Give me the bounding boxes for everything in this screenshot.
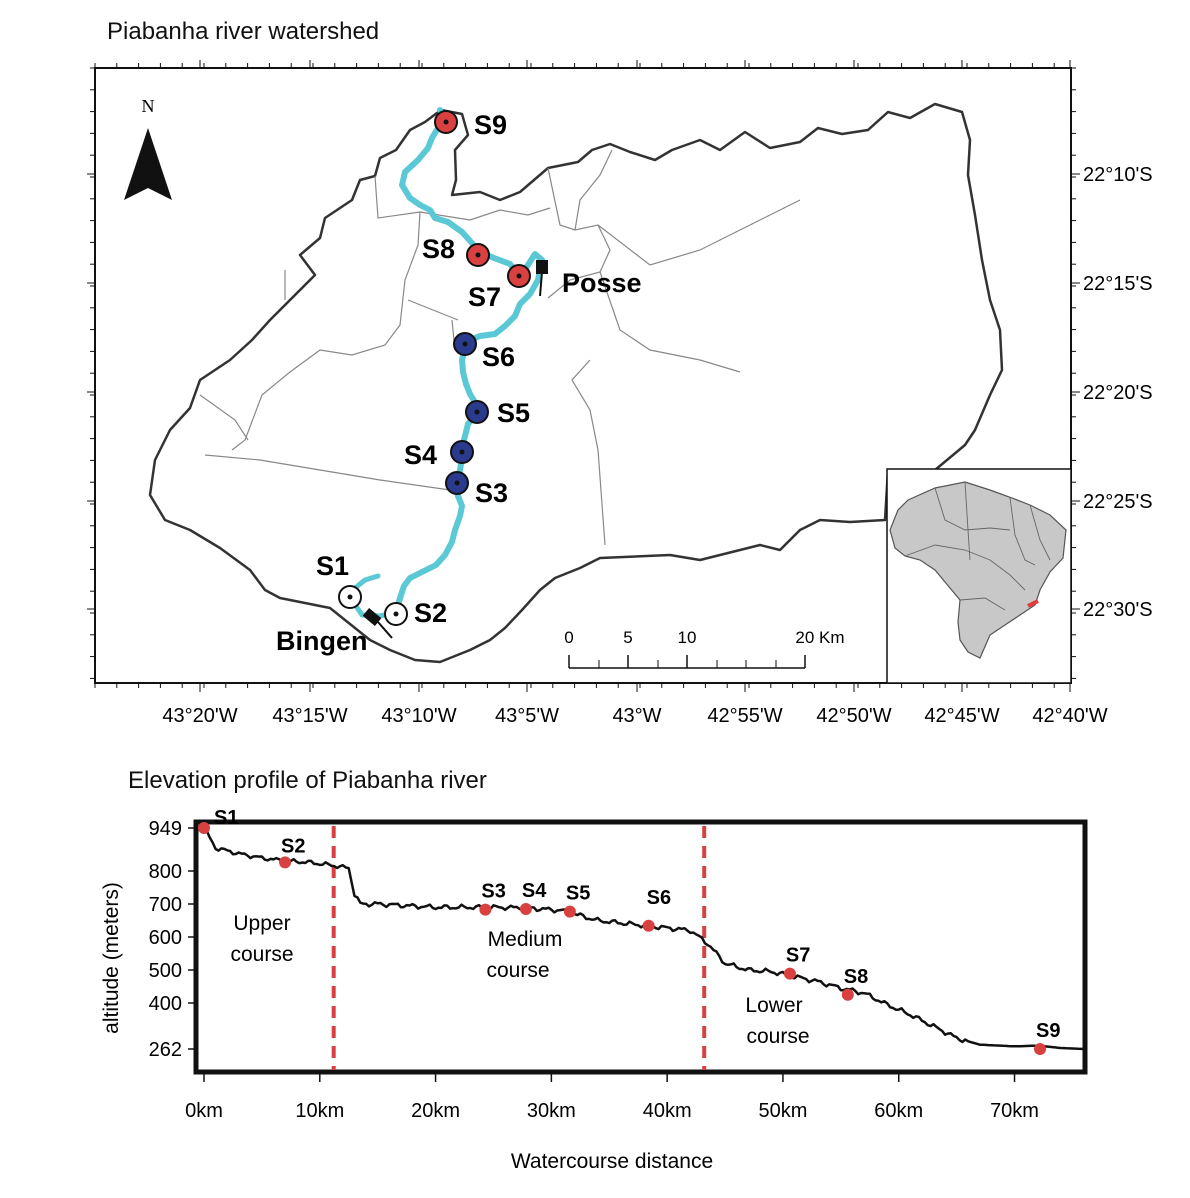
profile-station-s2: [279, 856, 292, 869]
profile-station-label: S5: [566, 883, 590, 905]
station-label-s9: S9: [474, 110, 507, 140]
profile-station-s7: [783, 967, 796, 980]
profile-ylabel: altitude (meters): [100, 882, 123, 1034]
profile-station-s9: [1034, 1043, 1046, 1055]
zone-upper-line2: course: [230, 943, 293, 966]
place-label-posse: Posse: [562, 268, 642, 298]
y-tick-label: 400: [149, 993, 182, 1015]
profile-station-label: S3: [481, 881, 505, 903]
profile-station-s1: [198, 822, 210, 834]
lon-tick-label: 42°40'W: [1032, 705, 1107, 727]
scale-label-10: 10: [678, 628, 697, 647]
station-marker-dot: [393, 611, 399, 617]
profile-station-s4: [519, 902, 532, 915]
y-tick-label: 700: [149, 894, 182, 916]
station-label-s4: S4: [404, 440, 437, 470]
profile-xlabel: Watercourse distance: [511, 1150, 713, 1173]
municipal-boundaries: [199, 149, 801, 546]
lat-tick-label: 22°10'S: [1083, 164, 1153, 186]
north-arrow-icon: [124, 128, 172, 200]
y-tick-label: 262: [149, 1039, 182, 1061]
x-tick-label: 40km: [643, 1100, 692, 1122]
lon-tick-label: 43°W: [612, 705, 661, 727]
station-marker-dot: [516, 273, 522, 279]
x-tick-label: 70km: [990, 1100, 1039, 1122]
lon-tick-label: 42°45'W: [924, 705, 999, 727]
profile-chart: S1 S2 S3 S4 S5 S6 S7 S8 S9: [198, 807, 1085, 1070]
bingen-pin-icon: [362, 608, 393, 639]
scale-bar: 0 5 10 20 Km: [564, 628, 845, 669]
zone-medium-line1: Medium: [488, 928, 563, 951]
profile-station-label: S2: [281, 835, 305, 857]
x-tick-label: 60km: [874, 1100, 923, 1122]
lon-tick-label: 42°55'W: [707, 705, 782, 727]
zone-lower-line2: course: [746, 1025, 809, 1048]
lon-tick-label: 43°5'W: [495, 705, 559, 727]
station-label-s1: S1: [316, 551, 349, 581]
station-label-s2: S2: [414, 598, 447, 628]
north-label: N: [142, 96, 155, 116]
river-line: [393, 107, 545, 615]
station-label-s3: S3: [475, 478, 508, 508]
station-marker-dot: [462, 341, 468, 347]
x-tick-label: 0km: [185, 1100, 223, 1122]
station-label-s6: S6: [482, 342, 515, 372]
lat-tick-label: 22°25'S: [1083, 491, 1153, 513]
inset-state-borders: [904, 481, 1051, 611]
lon-tick-label: 43°10'W: [381, 705, 456, 727]
y-tick-label: 600: [149, 927, 182, 949]
station-label-s5: S5: [497, 398, 530, 428]
lon-tick-label: 43°20'W: [162, 705, 237, 727]
x-tick-label: 20km: [411, 1100, 460, 1122]
station-marker-dot: [443, 119, 449, 125]
x-tick-label: 30km: [527, 1100, 576, 1122]
station-marker-dot: [347, 594, 353, 600]
watershed-outline: [148, 102, 1004, 664]
y-tick-label: 800: [149, 861, 182, 883]
station-marker-dot: [475, 252, 481, 258]
profile-station-s5: [563, 905, 576, 918]
station-label-s8: S8: [422, 234, 455, 264]
lat-tick-label: 22°15'S: [1083, 273, 1153, 295]
scale-label-5: 5: [623, 628, 632, 647]
lon-tick-label: 43°15'W: [272, 705, 347, 727]
profile-station-s3: [479, 903, 492, 916]
profile-title: Elevation profile of Piabanha river: [128, 767, 487, 794]
scale-label-0: 0: [564, 628, 573, 647]
lat-tick-label: 22°30'S: [1083, 599, 1153, 621]
scale-label-20: 20 Km: [795, 628, 844, 647]
profile-station-label: S7: [786, 945, 810, 967]
station-marker-dot: [459, 449, 465, 455]
zone-medium-line2: course: [486, 959, 549, 982]
lat-tick-label: 22°20'S: [1083, 382, 1153, 404]
posse-pin-icon: [536, 260, 548, 297]
zone-upper-line1: Upper: [233, 912, 290, 935]
y-tick-label: 949: [149, 818, 182, 840]
inset-highlight-region: [1027, 599, 1039, 608]
y-tick-label: 500: [149, 960, 182, 982]
station-marker-dot: [474, 409, 480, 415]
profile-station-s8: [841, 988, 854, 1001]
profile-station-label: S9: [1036, 1020, 1060, 1042]
profile-station-label: S8: [844, 966, 868, 988]
profile-station-label: S1: [214, 807, 238, 829]
profile-frame: [193, 819, 1088, 1075]
profile-station-label: S6: [647, 887, 671, 909]
station-label-s7: S7: [468, 282, 501, 312]
inset-brazil-map: [889, 481, 1067, 659]
lon-tick-label: 42°50'W: [816, 705, 891, 727]
zone-lower-line1: Lower: [745, 994, 802, 1017]
map-tick-marks: [87, 60, 1080, 692]
profile-station-label: S4: [522, 880, 547, 902]
map-stations: S1 S2 S3 S4 S5 S6 S7 S8 S9: [316, 110, 531, 628]
place-label-bingen: Bingen: [276, 626, 368, 656]
station-marker-dot: [454, 480, 460, 486]
x-tick-label: 10km: [295, 1100, 344, 1122]
x-tick-label: 50km: [758, 1100, 807, 1122]
profile-axes: 949 800 700 600 500 400 262 0km 10km 20km 30km 40km…: [149, 818, 1039, 1122]
profile-station-s6: [642, 919, 655, 932]
map-title: Piabanha river watershed: [107, 18, 380, 45]
